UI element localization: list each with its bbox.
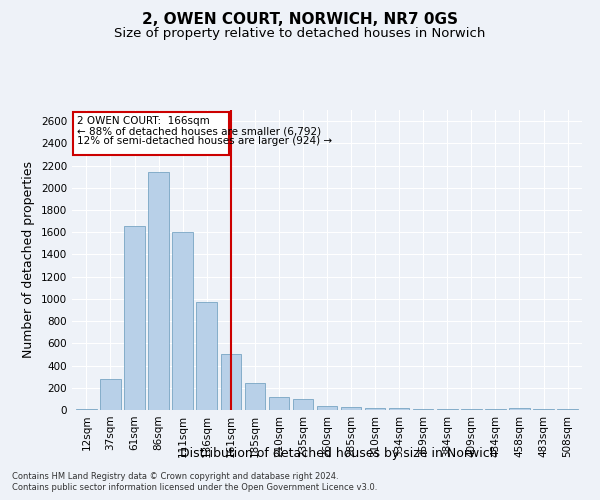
Bar (172, 232, 193, 410)
Bar (245, 384, 265, 410)
Bar (100, 379, 121, 410)
Bar (196, 302, 217, 410)
Text: Size of property relative to detached houses in Norwich: Size of property relative to detached ho… (115, 28, 485, 40)
Text: 2 OWEN COURT:  166sqm: 2 OWEN COURT: 166sqm (77, 116, 209, 126)
Text: ← 88% of detached houses are smaller (6,792): ← 88% of detached houses are smaller (6,… (77, 126, 321, 136)
Bar (73, 112, 229, 155)
Bar (557, 409, 578, 410)
Bar (317, 406, 337, 410)
Y-axis label: Number of detached properties: Number of detached properties (22, 162, 35, 358)
Text: 2, OWEN COURT, NORWICH, NR7 0GS: 2, OWEN COURT, NORWICH, NR7 0GS (142, 12, 458, 28)
Bar (437, 409, 458, 410)
Bar (148, 172, 169, 410)
Bar (221, 354, 241, 410)
Text: Contains public sector information licensed under the Open Government Licence v3: Contains public sector information licen… (12, 484, 377, 492)
Bar (76, 409, 97, 410)
Bar (389, 408, 409, 410)
Bar (293, 399, 313, 410)
Text: Contains HM Land Registry data © Crown copyright and database right 2024.: Contains HM Land Registry data © Crown c… (12, 472, 338, 481)
Bar (124, 226, 145, 410)
Bar (341, 406, 361, 410)
Bar (413, 409, 433, 410)
Bar (365, 408, 385, 410)
Text: Distribution of detached houses by size in Norwich: Distribution of detached houses by size … (180, 448, 498, 460)
Text: 12% of semi-detached houses are larger (924) →: 12% of semi-detached houses are larger (… (77, 136, 332, 145)
Bar (509, 408, 530, 410)
Bar (269, 396, 289, 410)
